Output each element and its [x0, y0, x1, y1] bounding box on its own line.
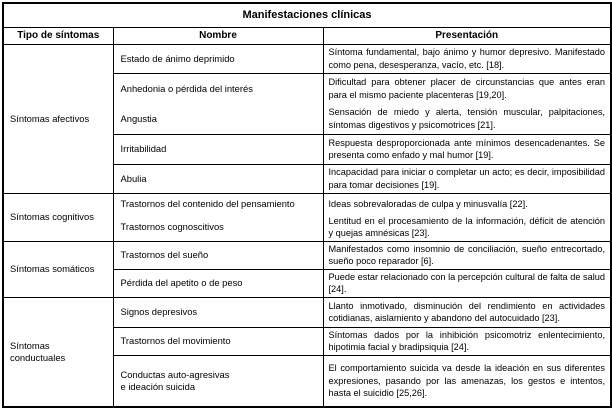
symptom-presentation-cell: Síntoma fundamental, bajo ánimo y humor … — [322, 43, 612, 74]
symptom-name-cell: Trastornos del contenido del pensamiento — [112, 192, 324, 214]
table-row: Síntomas somáticos Trastornos del sueño … — [2, 240, 612, 298]
symptom-presentation-cell: Ideas sobrevaloradas de culpa y minusval… — [322, 192, 612, 214]
table-row: Síntomas afectivos Estado de ánimo depri… — [2, 43, 612, 194]
symptom-presentation-cell: Llanto inmotivado, disminución del rendi… — [322, 296, 612, 328]
symptom-presentation-cell: El comportamiento suicida va desde la id… — [322, 354, 612, 408]
symptom-presentation-cell: Sensación de miedo y alerta, tensión mus… — [322, 103, 612, 135]
symptom-name-cell: Trastornos cognoscitivos — [112, 213, 324, 242]
table-row: Trastornos cognoscitivos Lentitud en el … — [3, 213, 612, 242]
symptom-type-cell-conductuales: Síntomas conductuales — [2, 296, 114, 408]
table-row: Trastornos del movimiento Síntomas dados… — [3, 326, 612, 356]
symptom-presentation-cell: Dificultad para obtener placer de circun… — [322, 72, 612, 104]
symptom-name-cell: Trastornos del sueño — [112, 240, 324, 270]
symptom-presentation-cell: Manifestados como insomnio de conciliaci… — [322, 240, 612, 270]
symptom-name-cell: Pérdida del apetito o de peso — [112, 268, 324, 298]
symptom-name-cell: Angustia — [112, 103, 324, 135]
table-row: Irritabilidad Respuesta desproporcionada… — [3, 133, 612, 165]
symptom-name-cell: Conductas auto-agresivas e ideación suic… — [112, 354, 324, 408]
symptom-name-cell: Irritabilidad — [112, 133, 324, 165]
table-header-row: Tipo de síntomas Nombre Presentación — [2, 26, 612, 45]
symptom-type-cell-cognitivos: Síntomas cognitivos — [2, 192, 114, 242]
table-row: Pérdida del apetito o de peso Puede esta… — [3, 268, 612, 298]
column-header-tipo-de-sintomas: Tipo de síntomas — [2, 26, 114, 45]
symptom-type-cell-afectivos: Síntomas afectivos — [2, 43, 114, 194]
symptom-presentation-cell: Puede estar relacionado con la percepció… — [322, 268, 612, 298]
symptom-presentation-cell: Incapacidad para iniciar o completar un … — [322, 163, 612, 194]
column-header-presentacion: Presentación — [322, 26, 612, 45]
table-title: Manifestaciones clínicas — [2, 2, 612, 28]
symptom-name-cell: Signos depresivos — [112, 296, 324, 328]
symptom-presentation-cell: Lentitud en el procesamiento de la infor… — [322, 213, 612, 242]
symptom-presentation-cell: Síntomas dados por la inhibición psicomo… — [322, 326, 612, 356]
table-row: Síntomas conductuales Signos depresivos … — [2, 296, 612, 408]
symptom-name-cell: Abulia — [112, 163, 324, 194]
table-row: Síntomas cognitivos Trastornos del conte… — [2, 192, 612, 242]
table-row: Conductas auto-agresivas e ideación suic… — [3, 354, 612, 408]
column-header-nombre: Nombre — [112, 26, 324, 45]
symptom-name-cell: Trastornos del movimiento — [112, 326, 324, 356]
symptom-name-cell: Estado de ánimo deprimido — [112, 43, 324, 74]
symptom-type-cell-somaticos: Síntomas somáticos — [2, 240, 114, 298]
symptom-name-cell: Anhedonia o pérdida del interés — [112, 72, 324, 104]
table-row: Anhedonia o pérdida del interés Dificult… — [3, 72, 612, 104]
table-title-row: Manifestaciones clínicas — [2, 2, 612, 28]
symptom-presentation-cell: Respuesta desproporcionada ante mínimos … — [322, 133, 612, 165]
